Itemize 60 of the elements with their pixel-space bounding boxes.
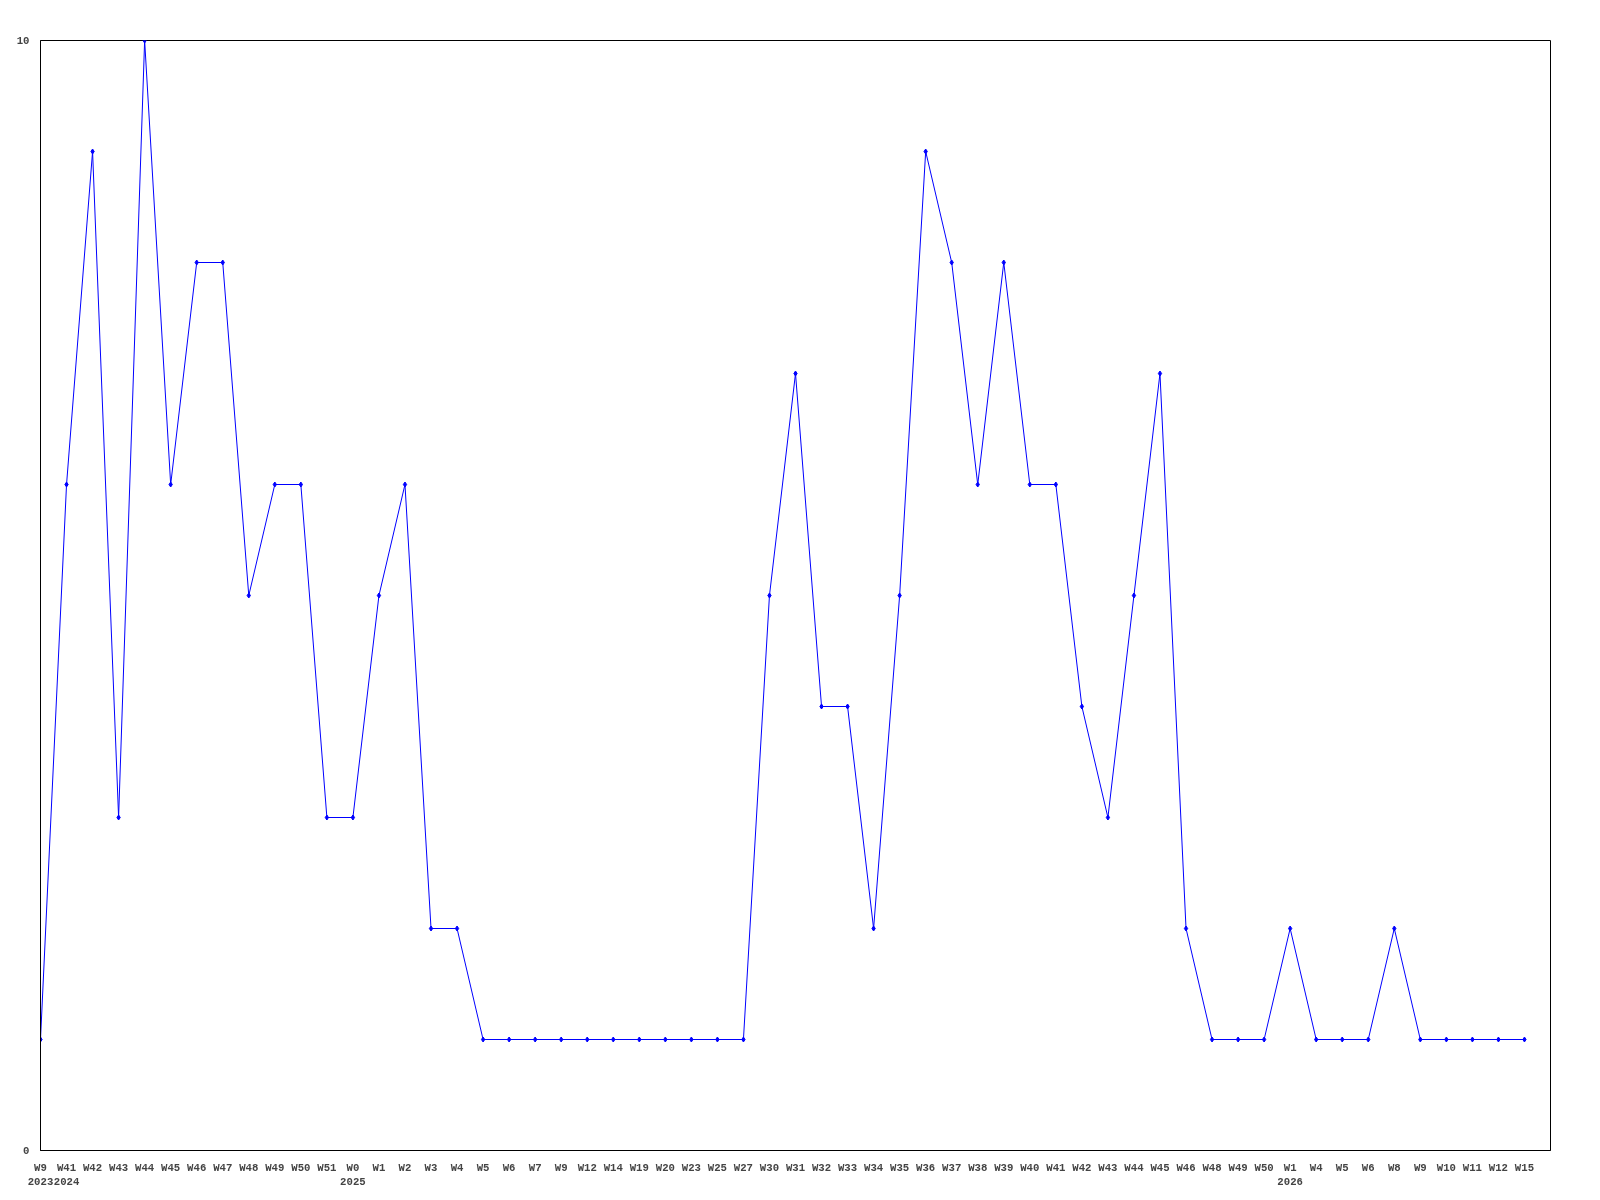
x-tick-label: W42: [1072, 1161, 1092, 1174]
x-tick-label: W51: [317, 1161, 337, 1174]
x-tick-label: W46: [187, 1161, 207, 1174]
y-tick-label: 10: [16, 35, 30, 47]
x-tick-label: W15: [1514, 1161, 1535, 1174]
x-tick-label: W10: [1436, 1161, 1456, 1174]
x-tick-label: W36: [916, 1161, 936, 1174]
x-tick-label: W41 2024: [53, 1161, 80, 1188]
x-tick-label: W48: [1202, 1161, 1222, 1174]
x-tick-label: W1 2026: [1277, 1161, 1303, 1188]
x-tick-label: W12: [577, 1161, 597, 1174]
x-tick-label: W48: [239, 1161, 259, 1174]
x-tick-label: W35: [890, 1161, 910, 1174]
x-tick-label: W7: [528, 1161, 542, 1174]
x-tick-label: W42: [82, 1161, 103, 1174]
x-tick-label: W41: [1046, 1161, 1066, 1174]
x-tick-label: W11: [1462, 1161, 1482, 1174]
x-tick-label: W37: [942, 1161, 962, 1174]
x-tick-label: W20: [655, 1161, 675, 1174]
x-tick-label: W4: [1309, 1161, 1324, 1174]
x-tick-label: W43: [1098, 1161, 1118, 1174]
x-tick-label: W5: [476, 1161, 490, 1174]
x-tick-label: W45: [161, 1161, 181, 1174]
x-tick-label: W9: [554, 1161, 568, 1174]
x-tick-label: W19: [629, 1161, 649, 1174]
x-tick-label: W47: [213, 1161, 233, 1174]
x-tick-label: W0 2025: [340, 1161, 366, 1188]
x-tick-label: W49: [265, 1161, 285, 1174]
x-tick-label: W5: [1335, 1161, 1349, 1174]
x-tick-label: W6: [1361, 1161, 1375, 1174]
x-tick-label: W46: [1176, 1161, 1196, 1174]
x-tick-label: W40: [1020, 1161, 1040, 1174]
x-tick-label: W31: [785, 1161, 806, 1174]
x-tick-label: W39: [994, 1161, 1014, 1174]
x-tick-label: W25: [707, 1161, 727, 1174]
x-tick-label: W4: [450, 1161, 465, 1174]
x-tick-label: W32: [811, 1161, 832, 1174]
x-tick-label: W50: [1254, 1161, 1274, 1174]
x-tick-label: W1: [372, 1161, 386, 1174]
x-tick-label: W34: [864, 1161, 884, 1174]
x-tick-label: W49: [1228, 1161, 1248, 1174]
x-tick-label: W30: [759, 1161, 780, 1174]
x-tick-label: W9 2023: [27, 1161, 54, 1188]
x-tick-label: W14: [603, 1161, 624, 1174]
x-tick-label: W2: [398, 1161, 412, 1174]
x-tick-label: W27: [733, 1161, 754, 1174]
x-tick-label: W50: [291, 1161, 311, 1174]
x-tick-label: W33: [837, 1161, 858, 1174]
x-tick-label: W38: [968, 1161, 988, 1174]
x-tick-label: W23: [681, 1161, 701, 1174]
x-tick-label: W43: [109, 1161, 129, 1174]
x-tick-label: W45: [1150, 1161, 1170, 1174]
x-tick-label: W3: [424, 1161, 438, 1174]
x-tick-label: W9: [1413, 1161, 1427, 1174]
x-tick-label: W44: [135, 1161, 155, 1174]
x-tick-label: W12: [1488, 1161, 1509, 1174]
y-tick-label: 0: [23, 1145, 30, 1157]
x-tick-label: W8: [1387, 1161, 1401, 1174]
x-tick-label: W44: [1124, 1161, 1145, 1174]
x-tick-label: W6: [502, 1161, 516, 1174]
